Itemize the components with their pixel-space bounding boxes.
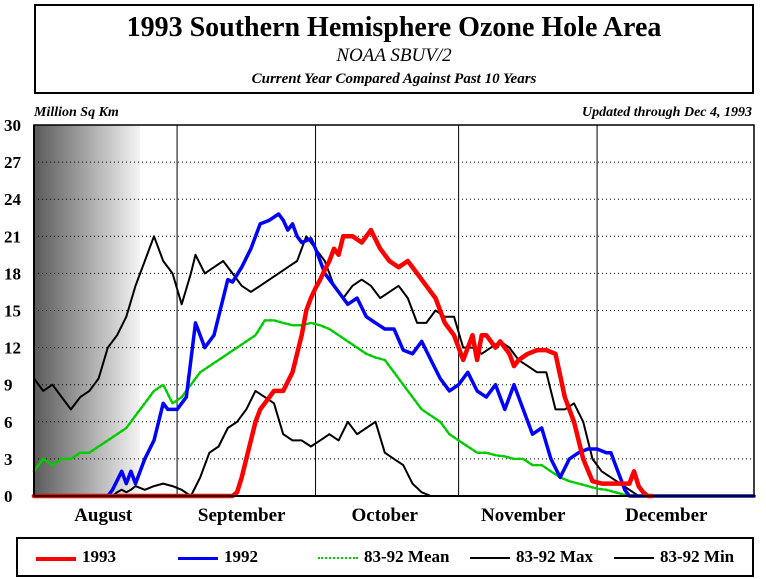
y-tick-label: 9 (4, 376, 13, 395)
x-month-label: October (352, 505, 419, 526)
y-tick-label: 12 (4, 339, 21, 358)
chart-title: 1993 Southern Hemisphere Ozone Hole Area (126, 12, 662, 43)
y-tick-label: 0 (4, 487, 13, 506)
y-tick-label: 15 (4, 302, 21, 321)
legend-label-1992: 1992 (224, 547, 258, 566)
y-tick-label: 24 (4, 190, 22, 209)
y-tick-label: 27 (4, 153, 22, 172)
series-line-y1992 (32, 212, 756, 498)
legend-swatch-max (470, 557, 510, 559)
legend-label-min: 83-92 Min (660, 547, 735, 566)
x-month-label: December (625, 505, 708, 526)
series-line-mean (32, 319, 645, 498)
series-line-y1993 (31, 227, 655, 499)
ozone-chart: 0 3 6 9 12 15 18 21 24 27 30 August September October… (4, 116, 756, 526)
y-tick-label: 18 (4, 264, 21, 283)
y-tick-label: 21 (4, 227, 21, 246)
x-month-label: September (198, 505, 286, 526)
chart-subtitle: NOAA SBUV/2 (336, 45, 452, 66)
legend-swatch-1993 (36, 557, 76, 561)
y-tick-label: 6 (4, 413, 13, 432)
x-month-label: November (481, 505, 566, 526)
legend-label-max: 83-92 Max (516, 547, 593, 566)
legend: 1993 1992 83-92 Mean 83-92 Max 83-92 Min (16, 537, 754, 577)
y-tick-label: 30 (4, 116, 21, 135)
title-box: 1993 Southern Hemisphere Ozone Hole Area… (34, 4, 754, 94)
y-tick-label: 3 (4, 450, 13, 469)
legend-swatch-mean (318, 557, 358, 559)
legend-swatch-min (614, 557, 654, 559)
chart-subtitle-2: Current Year Compared Against Past 10 Ye… (251, 71, 537, 87)
series-line-min (33, 389, 432, 497)
updated-label: Updated through Dec 4, 1993 (582, 105, 752, 120)
legend-swatch-1992 (178, 557, 218, 560)
y-unit-label: Million Sq Km (34, 105, 119, 120)
legend-label-mean: 83-92 Mean (364, 547, 450, 566)
x-month-label: August (74, 505, 133, 526)
legend-label-1993: 1993 (82, 547, 116, 566)
shaded-region (34, 125, 141, 496)
